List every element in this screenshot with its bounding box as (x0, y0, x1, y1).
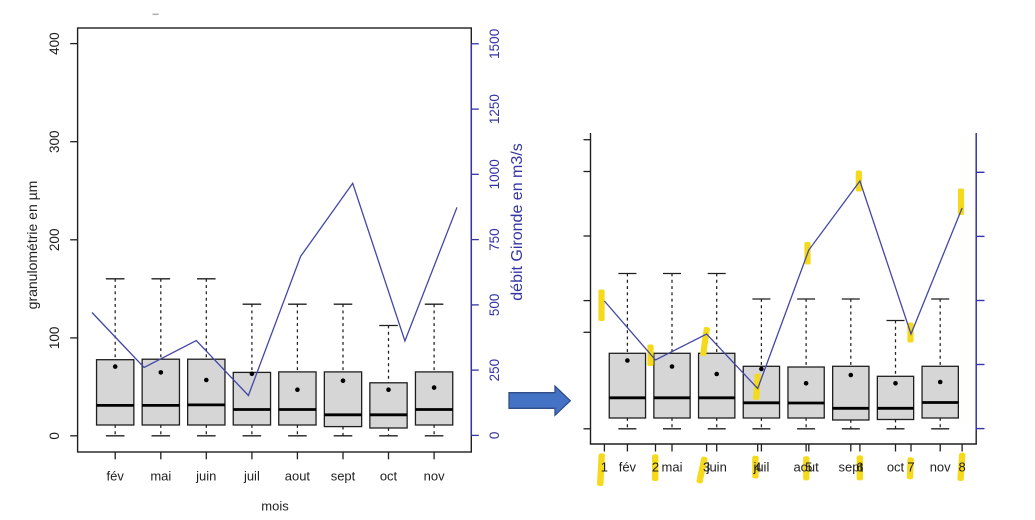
svg-text:juil: juil (752, 459, 769, 474)
svg-text:750: 750 (487, 228, 502, 251)
svg-text:3: 3 (703, 459, 710, 474)
svg-text:sept: sept (839, 459, 864, 474)
svg-text:6: 6 (856, 459, 863, 474)
svg-text:100: 100 (47, 327, 62, 350)
svg-text:mai: mai (662, 459, 683, 474)
svg-text:juin: juin (706, 459, 727, 474)
svg-text:5: 5 (805, 459, 812, 474)
svg-text:1000: 1000 (487, 159, 502, 189)
svg-text:1500: 1500 (487, 29, 502, 59)
svg-text:juin: juin (195, 469, 216, 484)
svg-text:0: 0 (47, 432, 62, 440)
svg-text:250: 250 (487, 359, 502, 382)
svg-text:4: 4 (754, 459, 761, 474)
svg-text:oct: oct (380, 469, 398, 484)
svg-text:2: 2 (652, 459, 659, 474)
svg-text:débit Gironde en m3/s: débit Gironde en m3/s (509, 143, 526, 300)
svg-text:fév: fév (107, 469, 125, 484)
svg-text:mai: mai (150, 469, 171, 484)
svg-text:300: 300 (47, 130, 62, 153)
svg-text:1: 1 (601, 459, 608, 474)
svg-text:500: 500 (487, 294, 502, 317)
svg-text:sept: sept (331, 469, 356, 484)
svg-text:aout: aout (285, 469, 311, 484)
svg-text:granulométrie en µm: granulométrie en µm (24, 181, 40, 310)
svg-text:400: 400 (47, 32, 62, 55)
svg-text:oct: oct (887, 459, 905, 474)
svg-text:7: 7 (907, 459, 914, 474)
svg-text:aout: aout (793, 459, 819, 474)
svg-text:1250: 1250 (487, 94, 502, 124)
svg-text:nov: nov (424, 469, 445, 484)
svg-text:8: 8 (958, 459, 965, 474)
svg-text:juil: juil (243, 469, 260, 484)
svg-text:nov: nov (930, 459, 951, 474)
svg-text:fév: fév (619, 459, 637, 474)
svg-text:0: 0 (487, 432, 502, 440)
svg-text:mois: mois (261, 499, 289, 514)
svg-text:200: 200 (47, 229, 62, 252)
